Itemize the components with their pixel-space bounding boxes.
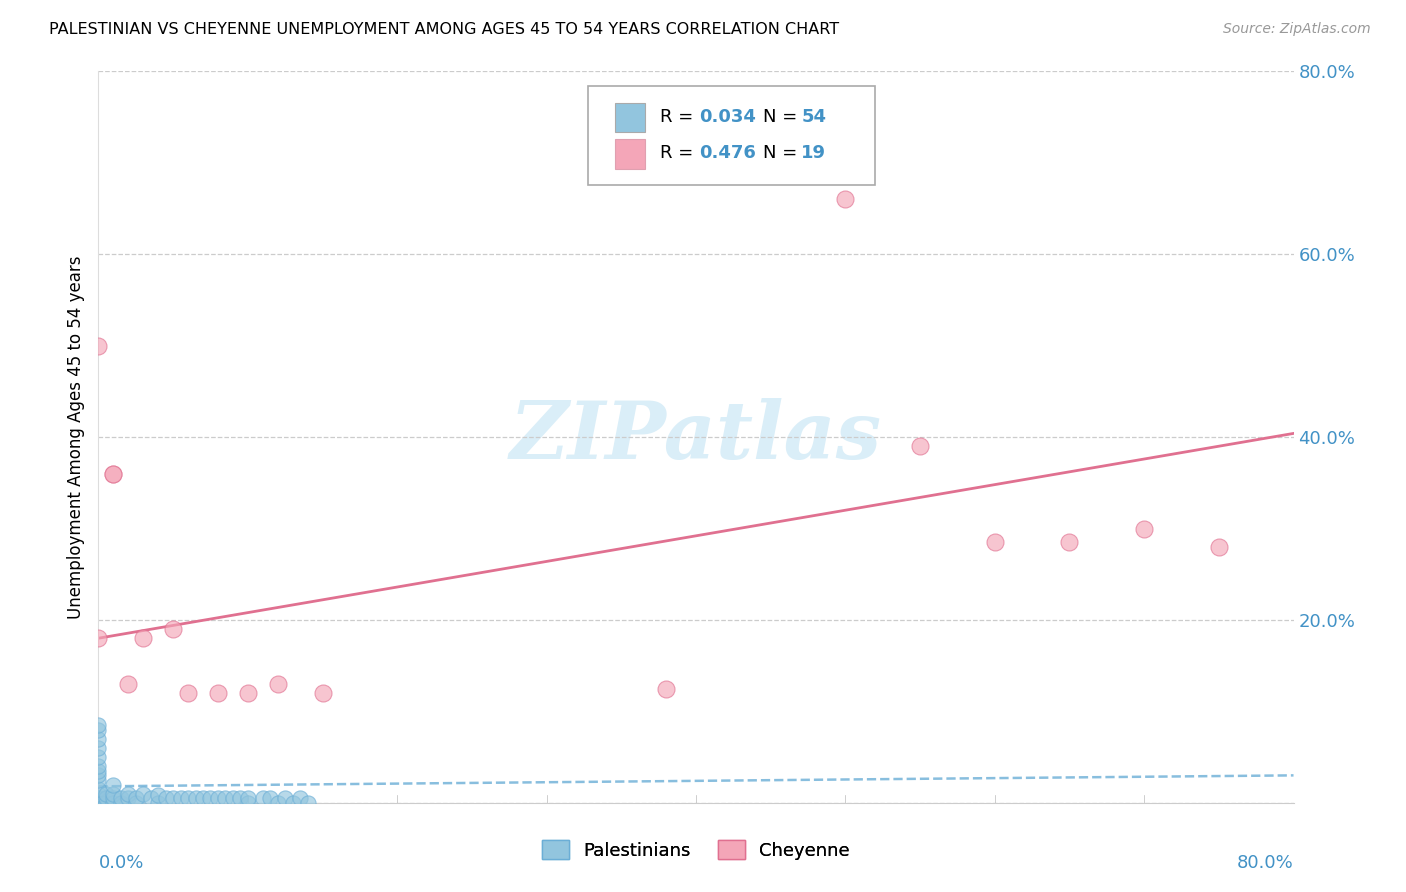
Point — [148, 796, 170, 810]
Point — [222, 791, 245, 805]
Point — [87, 787, 110, 801]
Point — [103, 778, 125, 792]
Y-axis label: Unemployment Among Ages 45 to 54 years: Unemployment Among Ages 45 to 54 years — [66, 255, 84, 619]
Point — [984, 535, 1007, 549]
Point — [834, 192, 856, 206]
Point — [117, 791, 139, 805]
Point — [87, 632, 110, 646]
Point — [110, 796, 132, 810]
Text: 54: 54 — [801, 108, 827, 126]
Point — [87, 764, 110, 778]
Point — [117, 677, 139, 691]
Text: Source: ZipAtlas.com: Source: ZipAtlas.com — [1223, 22, 1371, 37]
Point — [184, 791, 207, 805]
Point — [125, 791, 148, 805]
Point — [207, 686, 229, 700]
FancyBboxPatch shape — [589, 86, 875, 185]
Text: 19: 19 — [801, 145, 827, 162]
Point — [87, 796, 110, 810]
Point — [87, 782, 110, 797]
Point — [87, 791, 110, 805]
Point — [87, 768, 110, 782]
Point — [94, 796, 117, 810]
Point — [1059, 535, 1081, 549]
Text: R =: R = — [661, 145, 699, 162]
Legend: Palestinians, Cheyenne: Palestinians, Cheyenne — [534, 833, 858, 867]
Point — [267, 677, 290, 691]
Point — [125, 796, 148, 810]
Point — [236, 791, 259, 805]
Point — [117, 787, 139, 801]
Point — [103, 787, 125, 801]
Point — [87, 772, 110, 787]
Point — [87, 750, 110, 764]
Point — [87, 338, 110, 352]
Point — [1208, 540, 1230, 554]
Point — [103, 467, 125, 481]
Point — [87, 796, 110, 810]
Text: 80.0%: 80.0% — [1237, 854, 1294, 872]
Point — [655, 681, 678, 696]
Point — [103, 796, 125, 810]
Point — [155, 791, 177, 805]
Point — [87, 731, 110, 746]
Point — [94, 791, 117, 805]
Point — [87, 759, 110, 773]
Point — [177, 686, 200, 700]
Point — [87, 796, 110, 810]
Point — [177, 791, 200, 805]
Text: R =: R = — [661, 108, 699, 126]
Point — [200, 791, 222, 805]
Point — [191, 791, 214, 805]
Point — [229, 791, 252, 805]
Text: 0.476: 0.476 — [700, 145, 756, 162]
Point — [274, 791, 297, 805]
Point — [1133, 521, 1156, 535]
Point — [288, 791, 311, 805]
Point — [214, 791, 236, 805]
Point — [103, 791, 125, 805]
Point — [169, 791, 191, 805]
Point — [87, 796, 110, 810]
Text: 0.034: 0.034 — [700, 108, 756, 126]
Point — [236, 796, 259, 810]
Point — [252, 791, 274, 805]
Point — [87, 723, 110, 737]
Point — [87, 791, 110, 805]
Text: PALESTINIAN VS CHEYENNE UNEMPLOYMENT AMONG AGES 45 TO 54 YEARS CORRELATION CHART: PALESTINIAN VS CHEYENNE UNEMPLOYMENT AMO… — [49, 22, 839, 37]
Point — [103, 467, 125, 481]
Point — [132, 787, 155, 801]
Point — [207, 791, 229, 805]
Point — [236, 686, 259, 700]
Point — [281, 796, 304, 810]
Text: N =: N = — [763, 145, 803, 162]
Point — [139, 791, 162, 805]
Point — [132, 632, 155, 646]
Point — [162, 622, 184, 636]
FancyBboxPatch shape — [614, 103, 644, 132]
Text: ZIPatlas: ZIPatlas — [510, 399, 882, 475]
FancyBboxPatch shape — [614, 139, 644, 169]
Point — [87, 740, 110, 755]
Point — [267, 796, 290, 810]
Point — [908, 439, 931, 453]
Text: 0.0%: 0.0% — [98, 854, 143, 872]
Point — [110, 791, 132, 805]
Point — [148, 789, 170, 803]
Point — [162, 791, 184, 805]
Text: N =: N = — [763, 108, 803, 126]
Point — [311, 686, 333, 700]
Point — [94, 787, 117, 801]
Point — [87, 718, 110, 732]
Point — [259, 791, 281, 805]
Point — [297, 796, 319, 810]
